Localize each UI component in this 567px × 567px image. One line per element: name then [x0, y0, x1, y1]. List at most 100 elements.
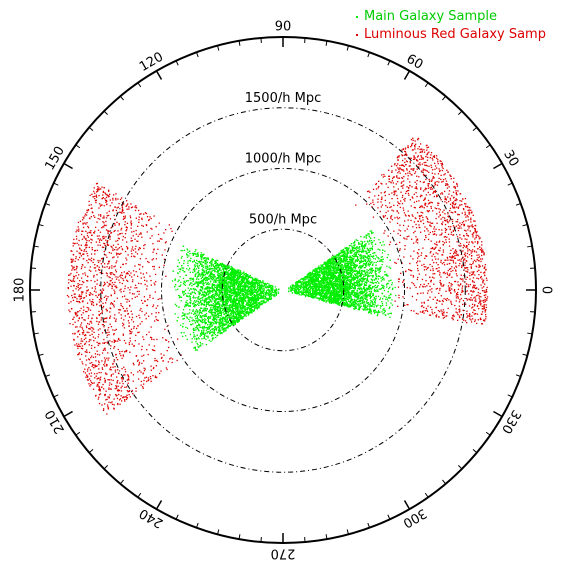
galaxy-point: [128, 322, 130, 324]
galaxy-point: [410, 139, 413, 141]
galaxy-point: [124, 221, 126, 223]
galaxy-point: [467, 269, 469, 271]
galaxy-point: [112, 273, 115, 275]
galaxy-point: [98, 388, 101, 390]
galaxy-point: [413, 250, 415, 252]
galaxy-point: [361, 247, 364, 250]
galaxy-point: [92, 336, 94, 338]
galaxy-point: [119, 309, 121, 311]
galaxy-point: [406, 238, 408, 240]
galaxy-point: [113, 194, 115, 196]
galaxy-point: [370, 247, 373, 249]
galaxy-point: [406, 154, 408, 157]
galaxy-point: [310, 272, 312, 274]
galaxy-point: [442, 309, 445, 311]
galaxy-point: [89, 259, 91, 261]
galaxy-point: [449, 228, 451, 230]
galaxy-point: [472, 261, 474, 263]
galaxy-point: [428, 151, 430, 153]
galaxy-point: [107, 342, 109, 344]
galaxy-point: [76, 229, 78, 231]
galaxy-point: [398, 278, 400, 280]
galaxy-point: [106, 413, 108, 415]
galaxy-point: [429, 306, 432, 308]
galaxy-point: [438, 168, 440, 170]
galaxy-point: [75, 235, 78, 237]
galaxy-point: [81, 277, 83, 279]
galaxy-point: [343, 302, 346, 304]
galaxy-point: [326, 281, 328, 283]
galaxy-point: [332, 259, 334, 261]
galaxy-point: [83, 319, 85, 321]
galaxy-point: [356, 304, 359, 306]
galaxy-point: [478, 295, 481, 297]
galaxy-point: [91, 364, 94, 366]
galaxy-point: [413, 156, 415, 158]
galaxy-point: [93, 195, 96, 198]
galaxy-point: [368, 190, 370, 192]
galaxy-point: [469, 283, 471, 286]
galaxy-point: [129, 215, 131, 217]
galaxy-point: [485, 314, 487, 316]
galaxy-point: [155, 252, 158, 255]
galaxy-point: [121, 305, 124, 308]
galaxy-point: [126, 200, 128, 202]
galaxy-point: [153, 215, 155, 217]
galaxy-point: [155, 258, 158, 260]
galaxy-point: [455, 273, 458, 275]
galaxy-point: [126, 349, 128, 352]
galaxy-point: [423, 312, 425, 314]
galaxy-point: [83, 217, 85, 219]
galaxy-point: [448, 282, 450, 284]
galaxy-point: [92, 314, 94, 316]
galaxy-point: [463, 281, 466, 283]
galaxy-point: [131, 331, 133, 333]
galaxy-point: [447, 222, 449, 224]
galaxy-point: [90, 270, 92, 272]
galaxy-point: [96, 365, 98, 367]
galaxy-point: [102, 197, 104, 199]
galaxy-point: [140, 299, 143, 302]
galaxy-point: [427, 230, 429, 232]
galaxy-point: [99, 379, 101, 381]
galaxy-point: [358, 305, 360, 307]
galaxy-point: [122, 334, 124, 336]
galaxy-point: [369, 304, 371, 306]
galaxy-point: [404, 304, 406, 306]
galaxy-point: [470, 219, 472, 221]
galaxy-point: [457, 297, 459, 299]
galaxy-point: [132, 235, 134, 237]
galaxy-point: [381, 286, 384, 288]
galaxy-point: [150, 336, 152, 338]
galaxy-point: [79, 333, 81, 335]
galaxy-point: [125, 205, 127, 207]
galaxy-point: [412, 226, 414, 228]
galaxy-point: [422, 168, 424, 170]
galaxy-point: [153, 345, 156, 347]
galaxy-point: [98, 394, 101, 396]
galaxy-point: [428, 314, 431, 316]
galaxy-point: [115, 240, 117, 242]
galaxy-point: [68, 302, 70, 304]
galaxy-point: [89, 321, 91, 323]
galaxy-point: [145, 318, 147, 320]
galaxy-point: [457, 214, 459, 216]
galaxy-point: [360, 267, 362, 269]
galaxy-point: [427, 266, 429, 269]
galaxy-point: [113, 408, 115, 410]
galaxy-point: [78, 317, 80, 319]
galaxy-point: [396, 194, 398, 197]
galaxy-point: [342, 271, 345, 274]
galaxy-point: [366, 203, 368, 205]
galaxy-point: [436, 195, 438, 198]
galaxy-point: [439, 209, 441, 211]
galaxy-point: [397, 177, 399, 179]
galaxy-point: [93, 187, 95, 189]
galaxy-point: [471, 280, 474, 282]
galaxy-point: [425, 274, 427, 276]
galaxy-point: [78, 239, 80, 242]
galaxy-point: [436, 184, 439, 186]
galaxy-point: [152, 349, 154, 351]
galaxy-point: [483, 252, 485, 254]
galaxy-point: [404, 197, 406, 200]
